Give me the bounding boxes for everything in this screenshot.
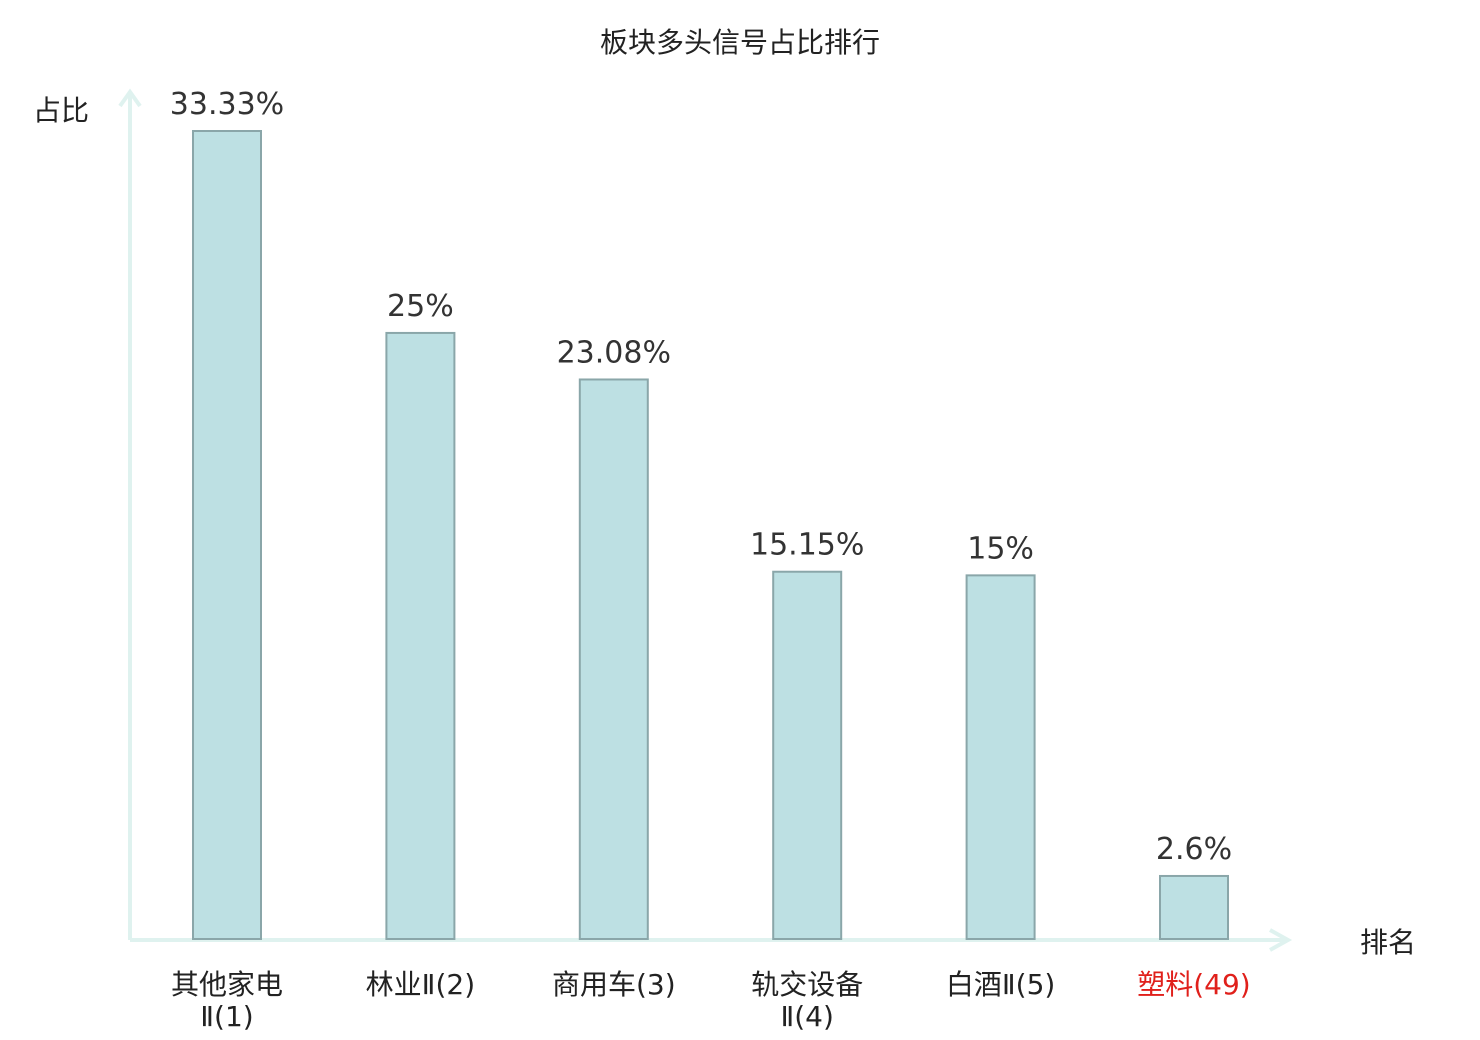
bar	[578, 378, 649, 940]
category-label-line: Ⅱ(1)	[200, 1000, 253, 1033]
bar	[1159, 874, 1229, 941]
bar-value-label: 15.15%	[750, 528, 864, 563]
x-axis-label: 排名	[1360, 926, 1416, 959]
y-axis-label: 占比	[33, 94, 89, 127]
category-label-line: 林业Ⅱ(2)	[366, 968, 475, 1001]
category-label-line: 轨交设备	[751, 968, 863, 1001]
category-label: 林业Ⅱ(2)	[366, 968, 475, 1001]
bar-value-label: 15%	[967, 531, 1034, 566]
category-label: 商用车(3)	[552, 968, 676, 1001]
bar	[772, 570, 843, 941]
x-axis	[130, 928, 1293, 952]
category-label: 其他家电 Ⅱ(1)	[171, 968, 283, 1033]
category-label-line: 白酒Ⅱ(5)	[946, 968, 1055, 1001]
category-label-line: Ⅱ(4)	[780, 1000, 833, 1033]
category-label-line: 其他家电	[171, 968, 283, 1001]
category-label-line: 商用车(3)	[552, 968, 676, 1001]
bar-value-label: 23.08%	[557, 335, 671, 370]
category-label: 塑料(49)	[1137, 968, 1250, 1001]
category-label: 轨交设备 Ⅱ(4)	[751, 968, 863, 1033]
value-labels: 33.33% 25% 23.08% 15.15% 15% 2.6%	[170, 87, 1232, 867]
category-labels: 其他家电 Ⅱ(1) 林业Ⅱ(2) 商用车(3) 轨交设备 Ⅱ(4) 白酒Ⅱ(5) 塑料(49)	[171, 968, 1251, 1033]
bar-value-label: 25%	[387, 289, 454, 324]
chart-title: 板块多头信号占比排行	[600, 26, 880, 59]
category-label: 白酒Ⅱ(5)	[946, 968, 1055, 1001]
bars	[192, 130, 1229, 941]
bar	[965, 574, 1036, 940]
category-label-line: 塑料(49)	[1137, 968, 1250, 1001]
bar-value-label: 33.33%	[170, 87, 284, 122]
bar	[192, 130, 262, 940]
bar	[385, 331, 456, 940]
y-axis	[118, 88, 142, 940]
bar-value-label: 2.6%	[1156, 832, 1232, 867]
